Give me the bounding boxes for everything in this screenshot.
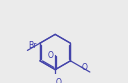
Text: O: O (56, 78, 62, 83)
Text: O: O (47, 51, 53, 60)
Text: O: O (82, 63, 88, 72)
Text: Br: Br (28, 41, 36, 50)
